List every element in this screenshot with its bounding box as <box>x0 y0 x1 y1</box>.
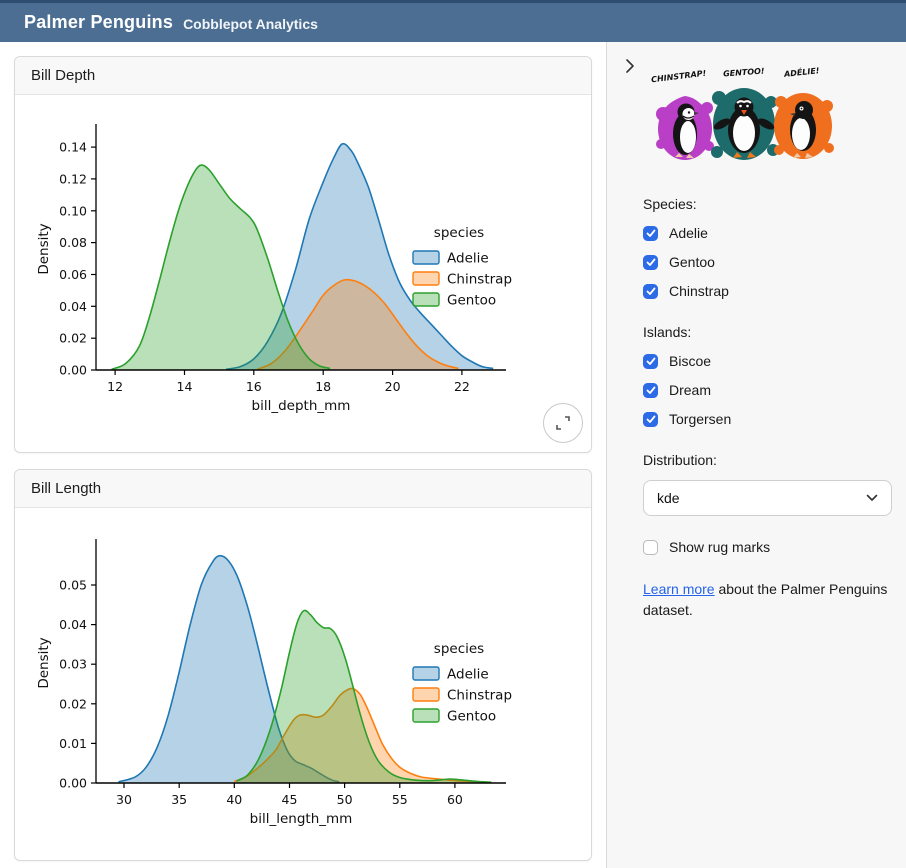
svg-text:0.08: 0.08 <box>59 235 87 250</box>
checkbox-species-gentoo[interactable]: Gentoo <box>643 254 898 270</box>
svg-text:0.01: 0.01 <box>59 736 87 751</box>
checkbox-icon <box>643 283 658 299</box>
svg-text:bill_length_mm: bill_length_mm <box>250 811 353 827</box>
svg-text:30: 30 <box>116 792 132 807</box>
sidebar: CHINSTRAP! GENTOO! ADÉLIE! Species: Adel… <box>607 42 906 868</box>
checkbox-label: Torgersen <box>669 411 732 427</box>
chinstrap-caption: CHINSTRAP! <box>651 69 707 85</box>
islands-group-label: Islands: <box>643 324 692 340</box>
svg-text:0.03: 0.03 <box>59 657 87 672</box>
svg-text:Chinstrap: Chinstrap <box>447 272 512 288</box>
svg-text:0.02: 0.02 <box>59 696 87 711</box>
svg-text:0.00: 0.00 <box>59 363 87 378</box>
gentoo-caption: GENTOO! <box>723 67 765 79</box>
svg-text:18: 18 <box>315 379 331 394</box>
species-filter-group: Species: Adelie Gentoo Chinstrap <box>643 196 898 299</box>
checkbox-species-chinstrap[interactable]: Chinstrap <box>643 283 898 299</box>
svg-text:Density: Density <box>36 637 52 688</box>
app-subtitle: Cobblepot Analytics <box>183 16 318 32</box>
checkbox-label: Gentoo <box>669 254 715 270</box>
svg-text:14: 14 <box>177 379 193 394</box>
svg-text:bill_depth_mm: bill_depth_mm <box>252 398 351 414</box>
checkbox-island-biscoe[interactable]: Biscoe <box>643 353 898 369</box>
learn-more-rest: about the Palmer Penguins dataset. <box>643 581 888 618</box>
checkbox-icon <box>643 382 658 398</box>
checkbox-island-torgersen[interactable]: Torgersen <box>643 411 898 427</box>
adelie-caption: ADÉLIE! <box>782 66 820 79</box>
main-content: Bill Depth 12 14 16 18 20 22 0.00 0.02 0.04 0.06 0… <box>0 42 607 868</box>
svg-text:species: species <box>434 641 484 657</box>
checkbox-icon <box>643 225 658 241</box>
islands-filter-group: Islands: Biscoe Dream Torgersen <box>643 324 898 427</box>
distribution-group: Distribution: kde <box>643 452 898 516</box>
chevron-right-icon <box>626 59 634 73</box>
checkbox-icon <box>643 254 658 270</box>
adelie-penguin <box>790 101 816 158</box>
card-bill-depth: Bill Depth 12 14 16 18 20 22 0.00 0.02 0.04 0.06 0… <box>14 56 592 453</box>
checkbox-icon <box>643 539 658 555</box>
svg-text:0.04: 0.04 <box>59 617 87 632</box>
card-bill-length-title: Bill Length <box>15 470 591 508</box>
svg-text:Chinstrap: Chinstrap <box>447 688 512 704</box>
svg-text:0.14: 0.14 <box>59 140 87 155</box>
chinstrap-penguin <box>673 103 699 158</box>
distribution-label: Distribution: <box>643 452 717 468</box>
bill-length-chart: 30 35 40 45 50 55 60 0.00 0.01 0.02 0.03 0.04 0.05 bi… <box>36 539 512 827</box>
checkbox-label: Biscoe <box>669 353 712 369</box>
bill-depth-chart: 12 14 16 18 20 22 0.00 0.02 0.04 0.06 0.08 0.10 0.12… <box>36 124 512 414</box>
svg-text:Adelie: Adelie <box>447 667 489 683</box>
chevron-down-icon <box>866 494 878 501</box>
svg-text:Gentoo: Gentoo <box>447 709 496 725</box>
checkbox-icon <box>643 353 658 369</box>
svg-text:22: 22 <box>454 379 470 394</box>
svg-text:Density: Density <box>36 223 52 274</box>
sidebar-collapse-button[interactable] <box>620 56 640 76</box>
svg-text:60: 60 <box>447 792 463 807</box>
svg-text:45: 45 <box>282 792 298 807</box>
distribution-select-value: kde <box>657 490 680 506</box>
svg-text:0.00: 0.00 <box>59 776 87 791</box>
svg-text:35: 35 <box>171 792 187 807</box>
expand-icon <box>556 416 570 430</box>
svg-text:16: 16 <box>246 379 262 394</box>
penguin-artwork: CHINSTRAP! GENTOO! ADÉLIE! <box>651 66 834 160</box>
svg-text:55: 55 <box>392 792 408 807</box>
svg-text:0.04: 0.04 <box>59 299 87 314</box>
gentoo-penguin <box>713 97 775 158</box>
checkbox-label: Adelie <box>669 225 708 241</box>
species-group-label: Species: <box>643 196 697 212</box>
checkbox-icon <box>643 411 658 427</box>
svg-text:0.10: 0.10 <box>59 203 87 218</box>
checkbox-species-adelie[interactable]: Adelie <box>643 225 898 241</box>
svg-text:0.06: 0.06 <box>59 267 87 282</box>
svg-text:0.05: 0.05 <box>59 578 87 593</box>
svg-text:0.12: 0.12 <box>59 171 87 186</box>
card-bill-depth-title: Bill Depth <box>15 57 591 95</box>
checkbox-label: Dream <box>669 382 712 398</box>
distribution-select[interactable]: kde <box>643 480 892 516</box>
learn-more-text: Learn more about the Palmer Penguins dat… <box>643 579 898 621</box>
svg-text:20: 20 <box>385 379 401 394</box>
svg-text:40: 40 <box>226 792 242 807</box>
svg-text:Adelie: Adelie <box>447 251 489 267</box>
checkbox-island-dream[interactable]: Dream <box>643 382 898 398</box>
learn-more-link[interactable]: Learn more <box>643 581 715 597</box>
checkbox-label: Chinstrap <box>669 283 729 299</box>
checkbox-show-rug-marks[interactable]: Show rug marks <box>643 539 898 555</box>
expand-fullscreen-button[interactable] <box>543 403 583 443</box>
svg-text:12: 12 <box>107 379 123 394</box>
navbar: Palmer Penguins Cobblepot Analytics <box>0 0 906 42</box>
checkbox-label: Show rug marks <box>669 539 771 555</box>
svg-text:Gentoo: Gentoo <box>447 293 496 309</box>
svg-text:species: species <box>434 225 484 241</box>
svg-text:0.02: 0.02 <box>59 331 87 346</box>
app-title: Palmer Penguins <box>24 12 174 32</box>
card-bill-length: Bill Length 30 35 40 45 50 55 60 0.00 0.01 0.02 0.… <box>14 469 592 861</box>
svg-text:50: 50 <box>337 792 353 807</box>
